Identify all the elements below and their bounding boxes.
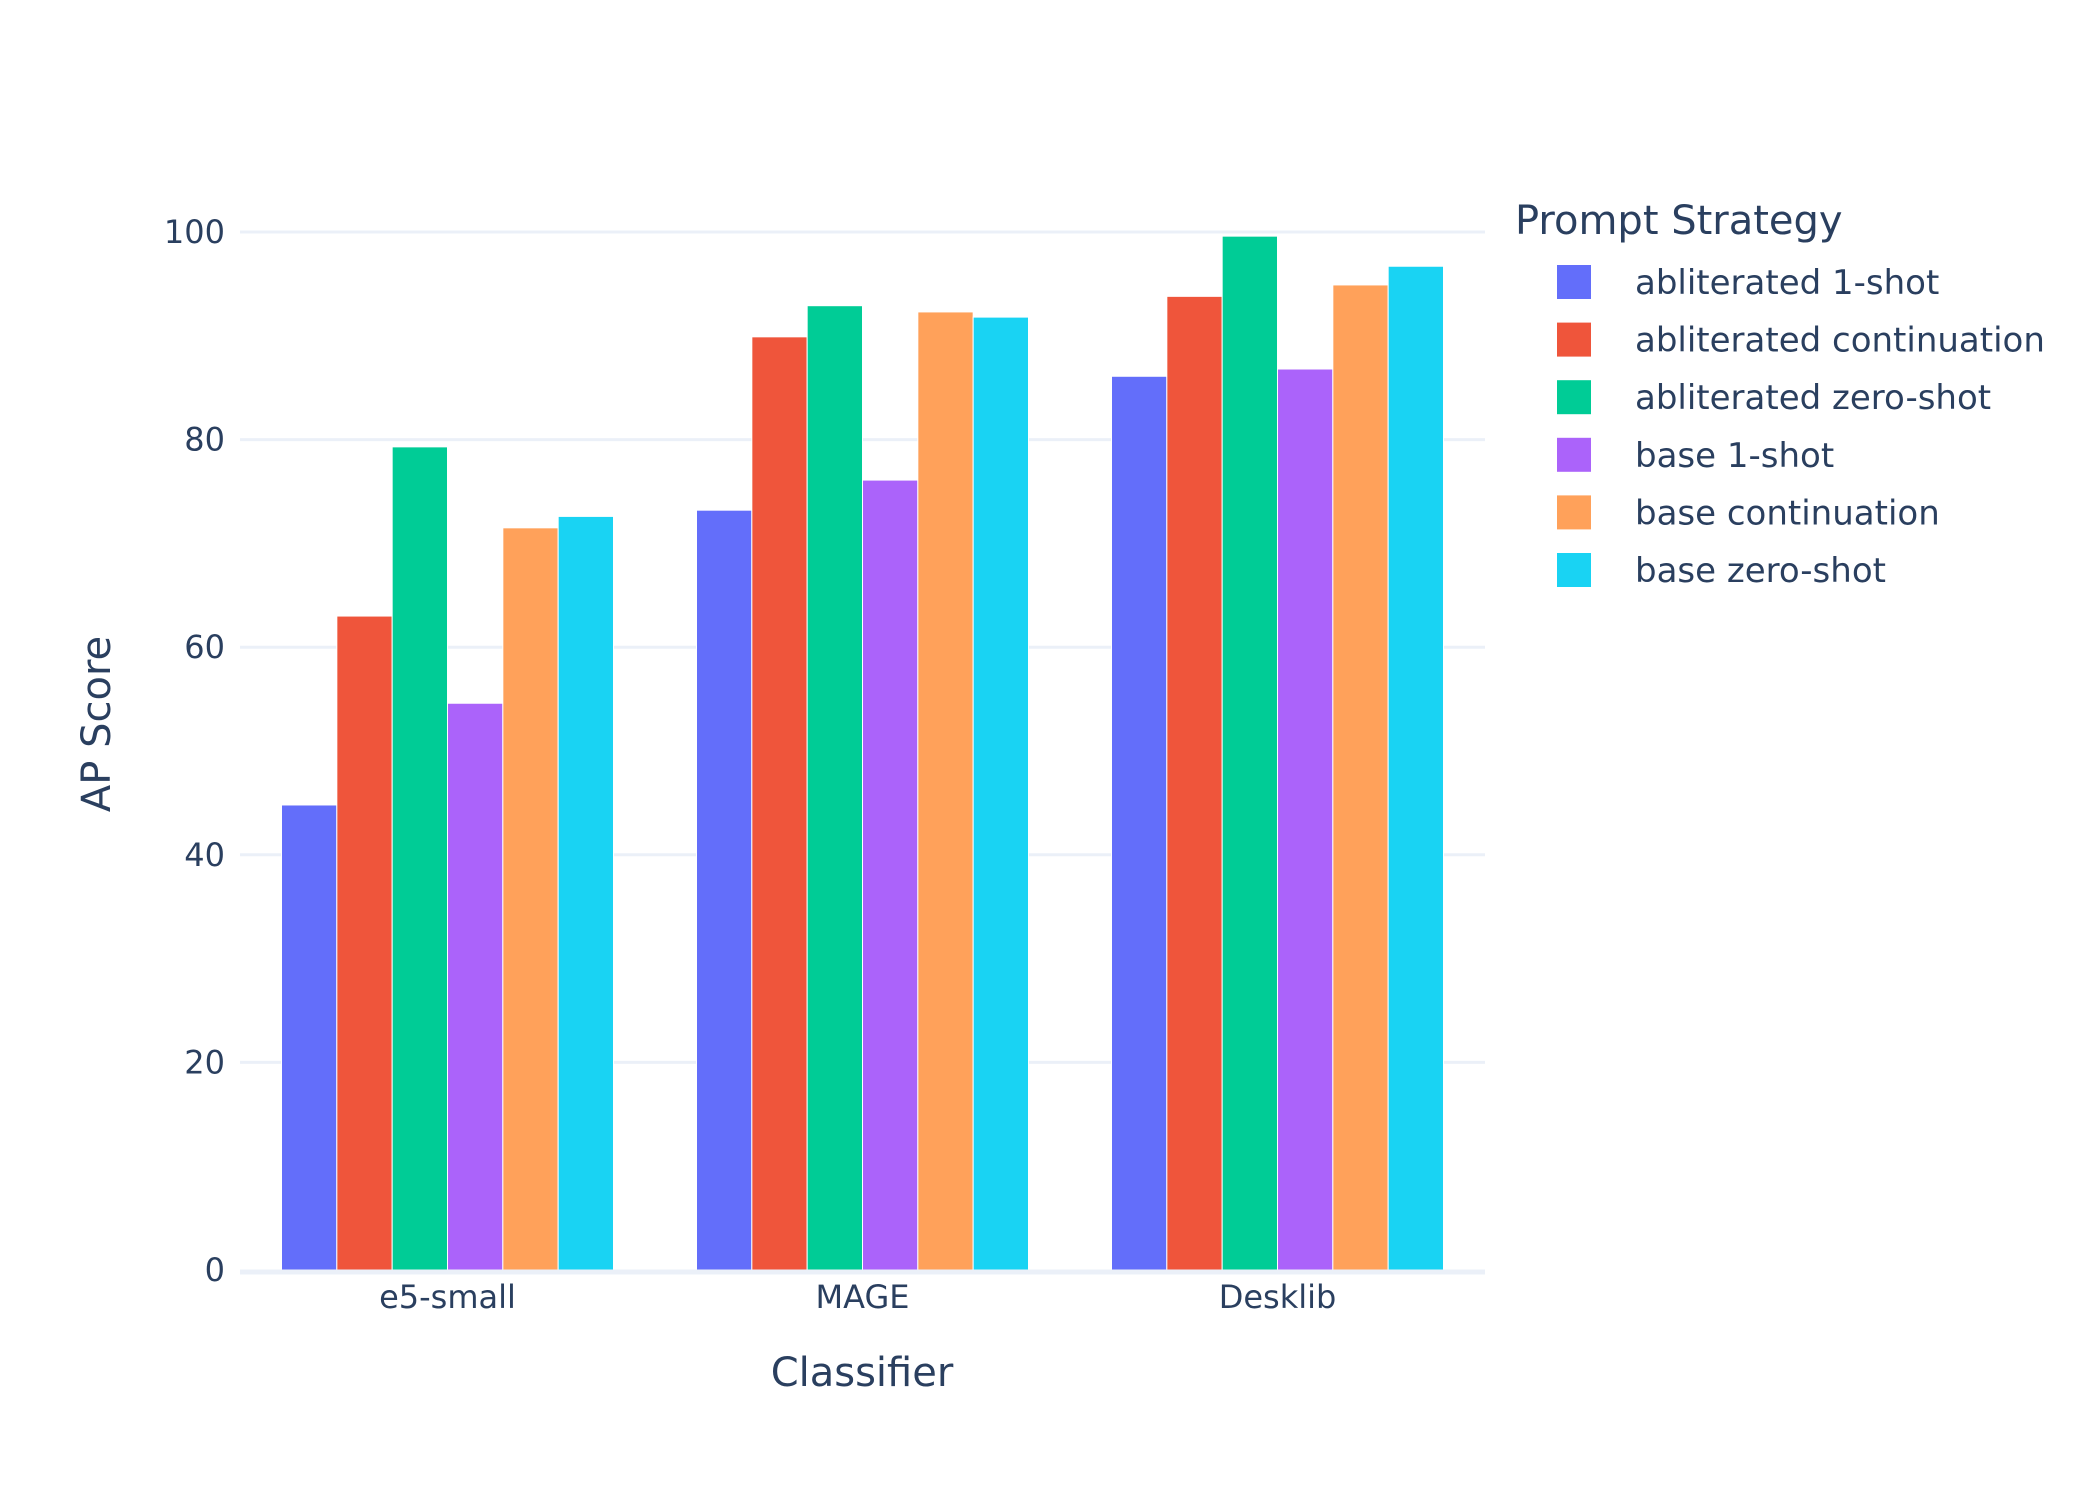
legend-label: abliterated continuation [1635, 321, 2045, 361]
bar [806, 305, 864, 1271]
legend: Prompt Strategy abliterated 1-shotablite… [1515, 198, 2045, 591]
y-tick-label: 40 [184, 836, 225, 874]
legend-label: base zero-shot [1635, 551, 1886, 591]
legend-swatch [1557, 322, 1591, 357]
x-axis-title: Classifier [771, 1350, 954, 1396]
bar [1166, 295, 1223, 1271]
axes: 0 20 40 60 80 100 e5-small MAGE Desklib [164, 213, 1485, 1316]
bar [502, 527, 559, 1271]
y-tick-label: 20 [184, 1043, 225, 1081]
bar [862, 479, 919, 1271]
bar [1111, 375, 1168, 1271]
legend-swatch [1557, 380, 1591, 415]
bar [972, 316, 1030, 1271]
legend-label: base continuation [1635, 493, 1940, 533]
legend-items: abliterated 1-shot abliterated continuati… [1557, 263, 2045, 591]
legend-label: abliterated zero-shot [1635, 378, 1991, 418]
x-tick-label: MAGE [816, 1278, 910, 1316]
legend-swatch [1557, 265, 1591, 299]
legend-swatch [1557, 553, 1591, 587]
y-tick-label: 0 [205, 1251, 225, 1289]
bar [447, 702, 504, 1271]
y-tick-label: 60 [184, 628, 225, 666]
bar [336, 615, 393, 1271]
bar [557, 515, 615, 1271]
bar [391, 446, 448, 1271]
y-axis-title: AP Score [74, 636, 120, 812]
bar [1332, 284, 1389, 1271]
legend-title: Prompt Strategy [1515, 198, 1843, 244]
bar [1387, 265, 1444, 1271]
y-tick-label: 80 [184, 421, 225, 459]
legend-label: base 1-shot [1635, 436, 1834, 476]
bar [1277, 368, 1334, 1271]
x-tick-label: e5-small [379, 1278, 516, 1316]
bar [1221, 235, 1278, 1271]
bar [917, 311, 974, 1271]
bar [281, 804, 338, 1271]
bar [751, 336, 808, 1271]
bars [281, 235, 1444, 1271]
bar [696, 509, 753, 1271]
y-tick-label: 100 [164, 213, 225, 251]
legend-swatch [1557, 495, 1591, 530]
legend-swatch [1557, 437, 1591, 472]
x-tick-label: Desklib [1219, 1278, 1337, 1316]
legend-label: abliterated 1-shot [1635, 263, 1939, 303]
